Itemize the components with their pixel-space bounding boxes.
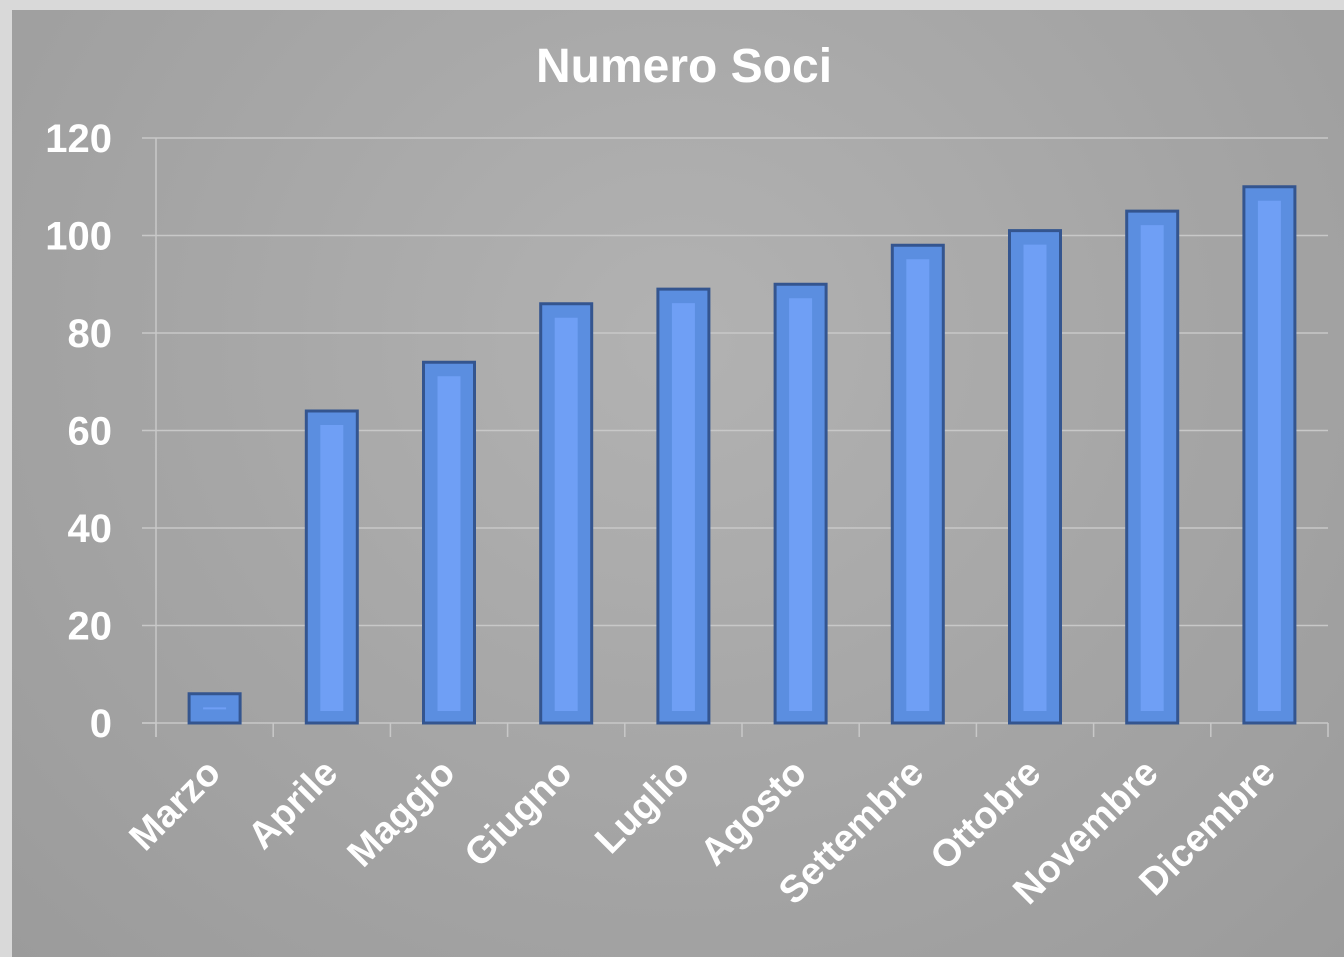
- y-tick-label: 40: [68, 507, 113, 551]
- chart-title: Numero Soci: [536, 40, 832, 93]
- bar-highlight: [906, 259, 930, 711]
- bar: [1242, 185, 1297, 725]
- bar-highlight: [1023, 244, 1047, 711]
- y-tick-label: 60: [68, 410, 113, 454]
- bar: [1008, 229, 1062, 725]
- bar-highlight: [554, 317, 578, 711]
- y-axis-tick-labels: 0 20 40 60 80 100 120: [45, 117, 112, 746]
- bar: [1125, 209, 1180, 725]
- y-tick-label: 20: [68, 605, 113, 649]
- bar: [187, 692, 242, 725]
- y-tick-label: 0: [90, 702, 112, 746]
- x-tick-label: Giugno: [457, 752, 581, 876]
- y-tick-label: 100: [45, 215, 112, 259]
- x-tick-label: Luglio: [587, 752, 697, 862]
- bar: [890, 243, 945, 725]
- bar: [422, 360, 476, 725]
- bar-highlight: [320, 425, 344, 711]
- y-tick-label: 80: [68, 312, 113, 356]
- x-tick-label: Agosto: [693, 752, 815, 874]
- bar-highlight: [1257, 200, 1281, 711]
- y-tick-label: 120: [45, 117, 112, 161]
- bar-highlight: [789, 298, 813, 711]
- bar-highlight: [1140, 225, 1164, 711]
- bars: [187, 185, 1297, 725]
- bar-highlight: [203, 707, 227, 710]
- x-tick-label: Aprile: [240, 752, 346, 858]
- bar-highlight: [437, 376, 461, 711]
- bar-highlight: [671, 303, 695, 711]
- x-tick-label: Maggio: [340, 752, 464, 876]
- bar: [304, 409, 359, 725]
- x-tick-label: Marzo: [122, 752, 229, 859]
- bar: [539, 302, 594, 725]
- bar: [773, 282, 828, 725]
- bar: [656, 287, 711, 725]
